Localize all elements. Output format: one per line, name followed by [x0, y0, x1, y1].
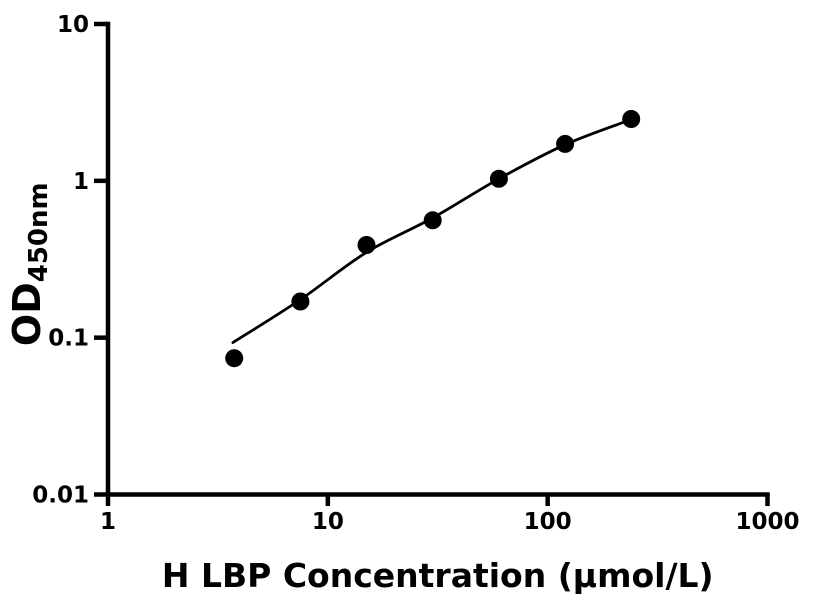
data-point [423, 211, 442, 230]
x-tick-label-1: 1 [100, 509, 116, 535]
x-tick-label-1000: 1000 [735, 509, 799, 535]
y-tick-label-10: 10 [57, 12, 89, 38]
x-tick-label-100: 100 [524, 509, 572, 535]
y-axis-title-subscript: 450nm [24, 182, 54, 282]
x-axis-title: H LBP Concentration (μmol/L) [162, 556, 714, 595]
data-point [291, 292, 310, 311]
y-tick-label-1: 1 [73, 169, 89, 195]
fit-curve [231, 118, 633, 344]
data-point [225, 349, 244, 368]
data-point [622, 110, 641, 128]
y-tick-label-0.1: 0.1 [48, 326, 89, 352]
y-axis-title: OD450nm [5, 182, 54, 346]
y-tick-label-0.01: 0.01 [32, 483, 89, 509]
data-point [489, 169, 508, 188]
data-point [357, 236, 376, 254]
x-tick-label-10: 10 [312, 509, 344, 535]
data-point [556, 134, 575, 153]
